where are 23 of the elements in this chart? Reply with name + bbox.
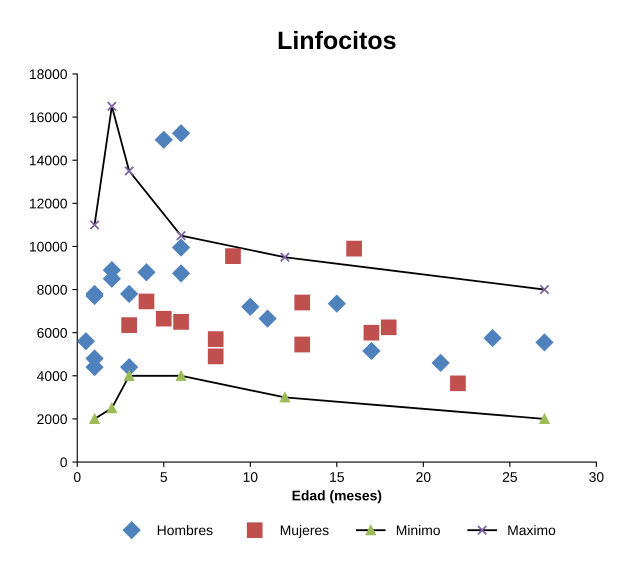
x-tick-label: 25 — [502, 472, 517, 482]
legend-label: Maximo — [508, 524, 556, 536]
legend-label: Minimo — [396, 524, 440, 536]
x-tick-label: 0 — [74, 472, 81, 482]
y-tick-label: 2000 — [37, 414, 67, 424]
y-tick-label: 18000 — [30, 69, 67, 80]
y-tick-label: 6000 — [37, 328, 67, 338]
x-tick-label: 10 — [244, 472, 258, 482]
legend-label: Hombres — [158, 524, 213, 536]
legend-label: Mujeres — [280, 524, 329, 538]
y-tick-label: 12000 — [30, 198, 67, 208]
y-tick-label: 0 — [60, 457, 67, 468]
x-tick-label: 5 — [160, 472, 168, 482]
y-tick-label: 8000 — [37, 284, 67, 295]
chart-title: Linfocitos — [278, 30, 396, 50]
y-tick-label: 14000 — [30, 156, 67, 166]
x-tick-label: 30 — [589, 472, 604, 482]
x-tick-label: 20 — [416, 472, 431, 482]
y-tick-label: 16000 — [30, 112, 67, 122]
x-tick-label: 15 — [330, 472, 344, 482]
x-axis-title: Edad (meses) — [292, 490, 382, 504]
y-tick-label: 4000 — [36, 371, 67, 381]
y-tick-label: 10000 — [30, 242, 67, 252]
